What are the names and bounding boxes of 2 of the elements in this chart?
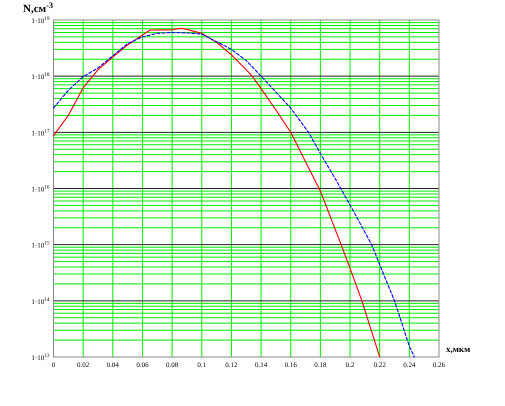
x-axis-title: x,мкм — [446, 344, 470, 354]
y-axis-title: N,см$^{-3}$ — [23, 0, 53, 15]
